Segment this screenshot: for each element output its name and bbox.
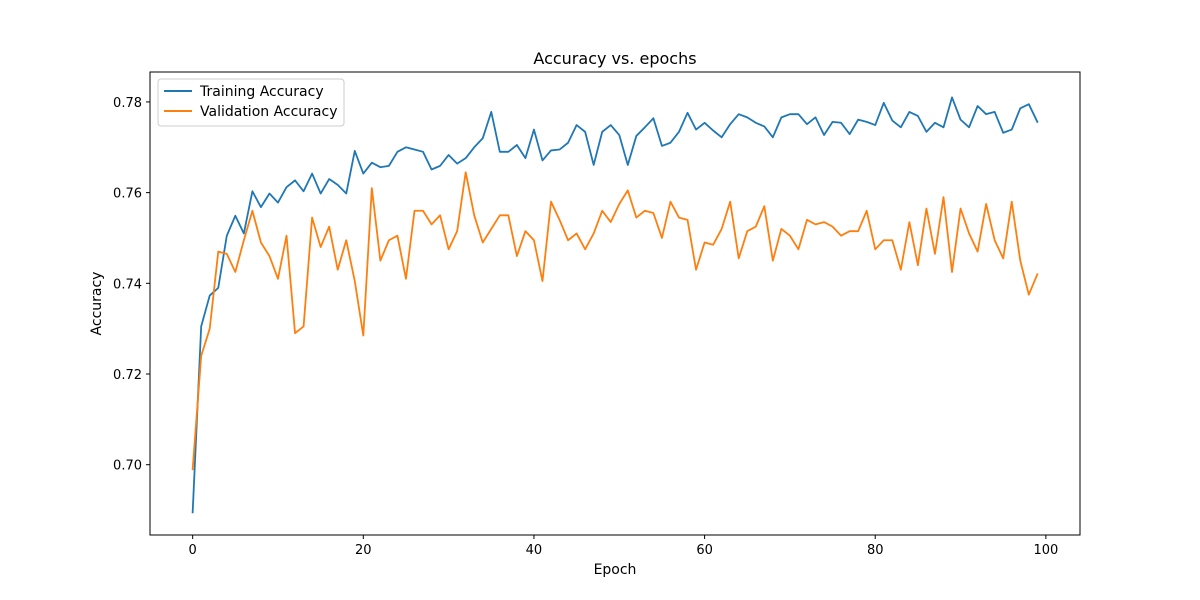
chart-title: Accuracy vs. epochs [533,49,696,68]
x-axis-label: Epoch [594,562,637,578]
y-tick-label: 0.74 [113,277,142,292]
x-tick-label: 80 [867,543,884,558]
x-tick-label: 20 [355,543,372,558]
x-tick-label: 60 [696,543,713,558]
series-line-training-accuracy [191,96,1039,514]
y-tick-label: 0.76 [113,187,142,202]
legend-box [157,78,345,127]
x-axis: 0 20 40 60 80 100 [189,535,1058,558]
legend-label-validation: Validation Accuracy [200,104,338,120]
series-layer [191,96,1039,514]
x-tick-label: 0 [189,543,197,558]
y-axis-label: Accuracy [89,272,105,336]
y-tick-label: 0.78 [113,96,142,111]
y-tick-label: 0.70 [113,459,142,474]
legend-label-training: Training Accuracy [199,84,324,100]
plot-area-frame [149,71,1081,536]
x-tick-label: 100 [1033,543,1058,558]
y-tick-label: 0.72 [113,368,142,383]
series-line-validation-accuracy [191,171,1039,471]
x-tick-label: 40 [526,543,543,558]
y-axis: 0.70 0.72 0.74 0.76 0.78 [113,96,150,474]
legend: Training Accuracy Validation Accuracy [157,78,345,127]
